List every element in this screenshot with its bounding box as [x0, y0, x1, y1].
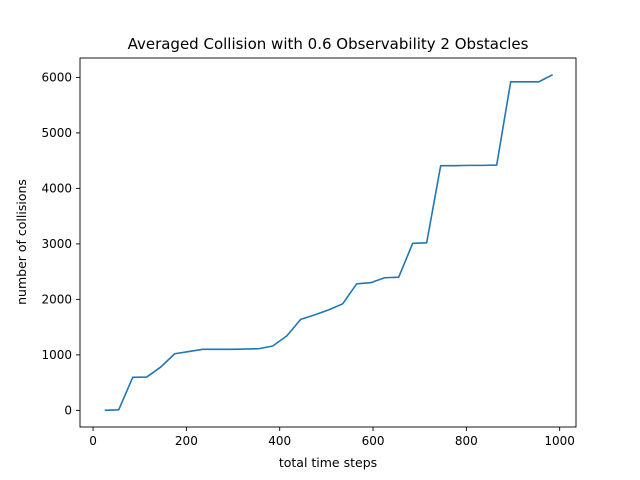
data-point: [258, 348, 260, 350]
y-tick-label: 0: [64, 403, 72, 417]
data-point: [356, 283, 358, 285]
data-point: [146, 376, 148, 378]
x-tick-label: 400: [268, 434, 291, 448]
data-point: [482, 165, 484, 167]
data-point: [132, 377, 134, 379]
data-point: [496, 164, 498, 166]
data-point: [160, 366, 162, 368]
data-point: [118, 409, 120, 411]
y-tick-label: 6000: [41, 70, 72, 84]
data-point: [300, 319, 302, 321]
data-point: [216, 349, 218, 351]
x-axis-label: total time steps: [279, 455, 377, 470]
y-tick-label: 1000: [41, 348, 72, 362]
data-point: [314, 314, 316, 316]
data-point: [398, 276, 400, 278]
data-point: [440, 165, 442, 167]
axis-ticks: 0 200 400 600 800 1000 0 1000 2000 3000 4000 5000 60…: [41, 70, 574, 448]
x-tick-label: 0: [89, 434, 97, 448]
y-tick-label: 5000: [41, 126, 72, 140]
data-point: [510, 81, 512, 83]
chart-title: Averaged Collision with 0.6 Observabilit…: [128, 35, 529, 53]
data-point: [370, 282, 372, 284]
data-point: [230, 349, 232, 351]
x-tick-label: 600: [362, 434, 385, 448]
x-tick-label: 800: [455, 434, 478, 448]
axes-frame: [79, 57, 577, 428]
y-tick-label: 3000: [41, 237, 72, 251]
x-tick-label: 200: [175, 434, 198, 448]
data-point: [524, 81, 526, 83]
y-axis-label: number of collisions: [14, 179, 29, 305]
data-point: [412, 243, 414, 245]
plot-area: [104, 73, 554, 412]
data-point: [328, 309, 330, 311]
data-point: [538, 81, 540, 83]
data-point: [384, 277, 386, 279]
data-point: [272, 345, 274, 347]
data-point: [286, 335, 288, 337]
data-point: [552, 74, 554, 76]
data-point: [244, 348, 246, 350]
data-point: [202, 349, 204, 351]
x-tick-label: 1000: [544, 434, 575, 448]
y-tick-label: 2000: [41, 292, 72, 306]
data-point: [468, 165, 470, 167]
data-point: [188, 351, 190, 353]
y-tick-label: 4000: [41, 181, 72, 195]
data-point: [104, 410, 106, 412]
series-line: [104, 73, 554, 412]
data-point: [342, 303, 344, 305]
data-point: [454, 165, 456, 167]
data-point: [426, 242, 428, 244]
data-point: [174, 353, 176, 355]
